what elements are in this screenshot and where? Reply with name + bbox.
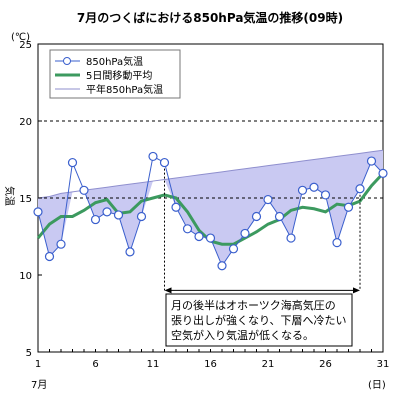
- observed-point: [90, 214, 101, 225]
- observed-point: [182, 224, 193, 234]
- y-unit-label: (℃): [11, 32, 30, 43]
- observed-point: [240, 228, 250, 239]
- observed-point: [113, 210, 124, 220]
- x-tick-label: 6: [92, 359, 98, 370]
- x-unit-label: (日): [368, 380, 386, 391]
- legend-marker-observed: [63, 57, 71, 65]
- observed-point: [274, 211, 285, 222]
- normal-line: [37, 149, 384, 199]
- annotation-text-line: 空気が入り気温が低くなる。: [171, 328, 314, 342]
- observed-point: [33, 207, 43, 217]
- observed-point: [205, 233, 216, 243]
- y-axis-label: 気温: [3, 186, 16, 206]
- observed-point: [136, 211, 147, 222]
- annotation-text-line: 月の後半はオホーツク海高気圧の: [171, 298, 336, 312]
- annotation-arrow-right: [353, 287, 360, 294]
- y-tick-label: 25: [19, 40, 32, 51]
- observed-point: [332, 238, 342, 248]
- x-tick-label: 21: [262, 359, 275, 370]
- observed-point: [251, 211, 262, 222]
- y-tick-label: 20: [19, 117, 32, 128]
- observed-point: [125, 247, 135, 257]
- observed-point: [217, 261, 227, 271]
- observed-point: [263, 194, 273, 205]
- annotation-box: [165, 293, 353, 347]
- legend-item-normal: 平年850hPa気温: [86, 83, 163, 96]
- x-month-label: 7月: [31, 379, 47, 391]
- annotation-arrow-left: [164, 287, 172, 294]
- observed-point: [378, 168, 388, 178]
- observed-point: [171, 202, 181, 212]
- observed-point: [366, 156, 377, 166]
- x-tick-label: 1: [35, 359, 41, 370]
- observed-point: [56, 239, 66, 249]
- observed-point: [228, 244, 239, 254]
- observed-point: [343, 202, 354, 212]
- y-tick-label: 10: [19, 271, 32, 282]
- observed-point: [67, 157, 78, 168]
- observed-point: [309, 182, 319, 192]
- legend-item-moving-average: 5日間移動平均: [86, 69, 152, 82]
- observed-point: [297, 185, 308, 195]
- legend-item-observed: 850hPa気温: [86, 55, 143, 68]
- observed-point: [355, 184, 365, 194]
- x-tick-label: 11: [147, 359, 160, 370]
- observed-point: [159, 157, 170, 168]
- y-tick-label: 5: [26, 348, 32, 359]
- x-tick-label: 31: [377, 359, 390, 370]
- x-tick-label: 26: [319, 359, 332, 370]
- observed-point: [102, 207, 112, 217]
- observed-point: [44, 251, 55, 262]
- normal-area: [38, 150, 383, 266]
- observed-point: [79, 185, 89, 195]
- observed-point: [286, 233, 296, 243]
- annotation-text-line: 張り出しが強くなり、下層へ冷たい: [171, 313, 347, 327]
- observed-point: [320, 190, 331, 200]
- y-tick-label: 15: [19, 194, 32, 205]
- observed-point: [148, 151, 158, 162]
- observed-point: [194, 231, 204, 242]
- x-tick-label: 16: [204, 359, 217, 370]
- chart-title: 7月のつくばにおける850hPa気温の推移(09時): [77, 10, 343, 25]
